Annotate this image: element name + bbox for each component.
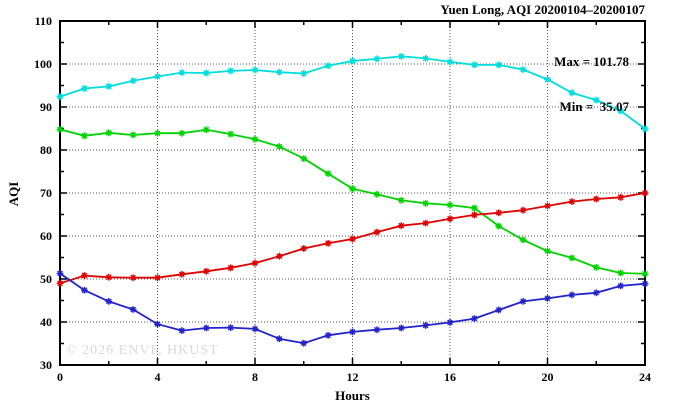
y-tick-label: 40 xyxy=(40,315,52,329)
legend-max-value: Max = 101.78 xyxy=(554,54,629,69)
x-tick-label: 24 xyxy=(639,370,651,384)
y-tick-label: 60 xyxy=(40,229,52,243)
x-tick-label: 4 xyxy=(155,370,161,384)
legend-box: Max = 101.78 Min = 35.07 xyxy=(554,24,629,144)
x-axis-label: Hours xyxy=(335,388,370,403)
series-red-markers xyxy=(56,189,649,287)
y-tick-label: 30 xyxy=(40,358,52,372)
y-axis-label: AQI xyxy=(6,181,21,207)
x-tick-label: 16 xyxy=(444,370,456,384)
series-blue-markers xyxy=(56,270,649,347)
series-cyan-markers xyxy=(56,52,649,133)
chart-title: Yuen Long, AQI 20200104–20200107 xyxy=(440,2,645,17)
x-tick-label: 20 xyxy=(542,370,554,384)
x-tick-label: 8 xyxy=(252,370,258,384)
y-tick-label: 70 xyxy=(40,186,52,200)
x-tick-label: 12 xyxy=(347,370,359,384)
y-tick-label: 50 xyxy=(40,272,52,286)
y-tick-label: 110 xyxy=(35,14,52,28)
x-tick-label: 0 xyxy=(57,370,63,384)
y-tick-label: 80 xyxy=(40,143,52,157)
watermark: © 2026 ENVF, HKUST xyxy=(66,343,219,358)
legend-min-value: Min = 35.07 xyxy=(559,99,629,114)
y-tick-label: 100 xyxy=(34,57,52,71)
y-tick-label: 90 xyxy=(40,100,52,114)
series-green-markers xyxy=(56,125,649,278)
